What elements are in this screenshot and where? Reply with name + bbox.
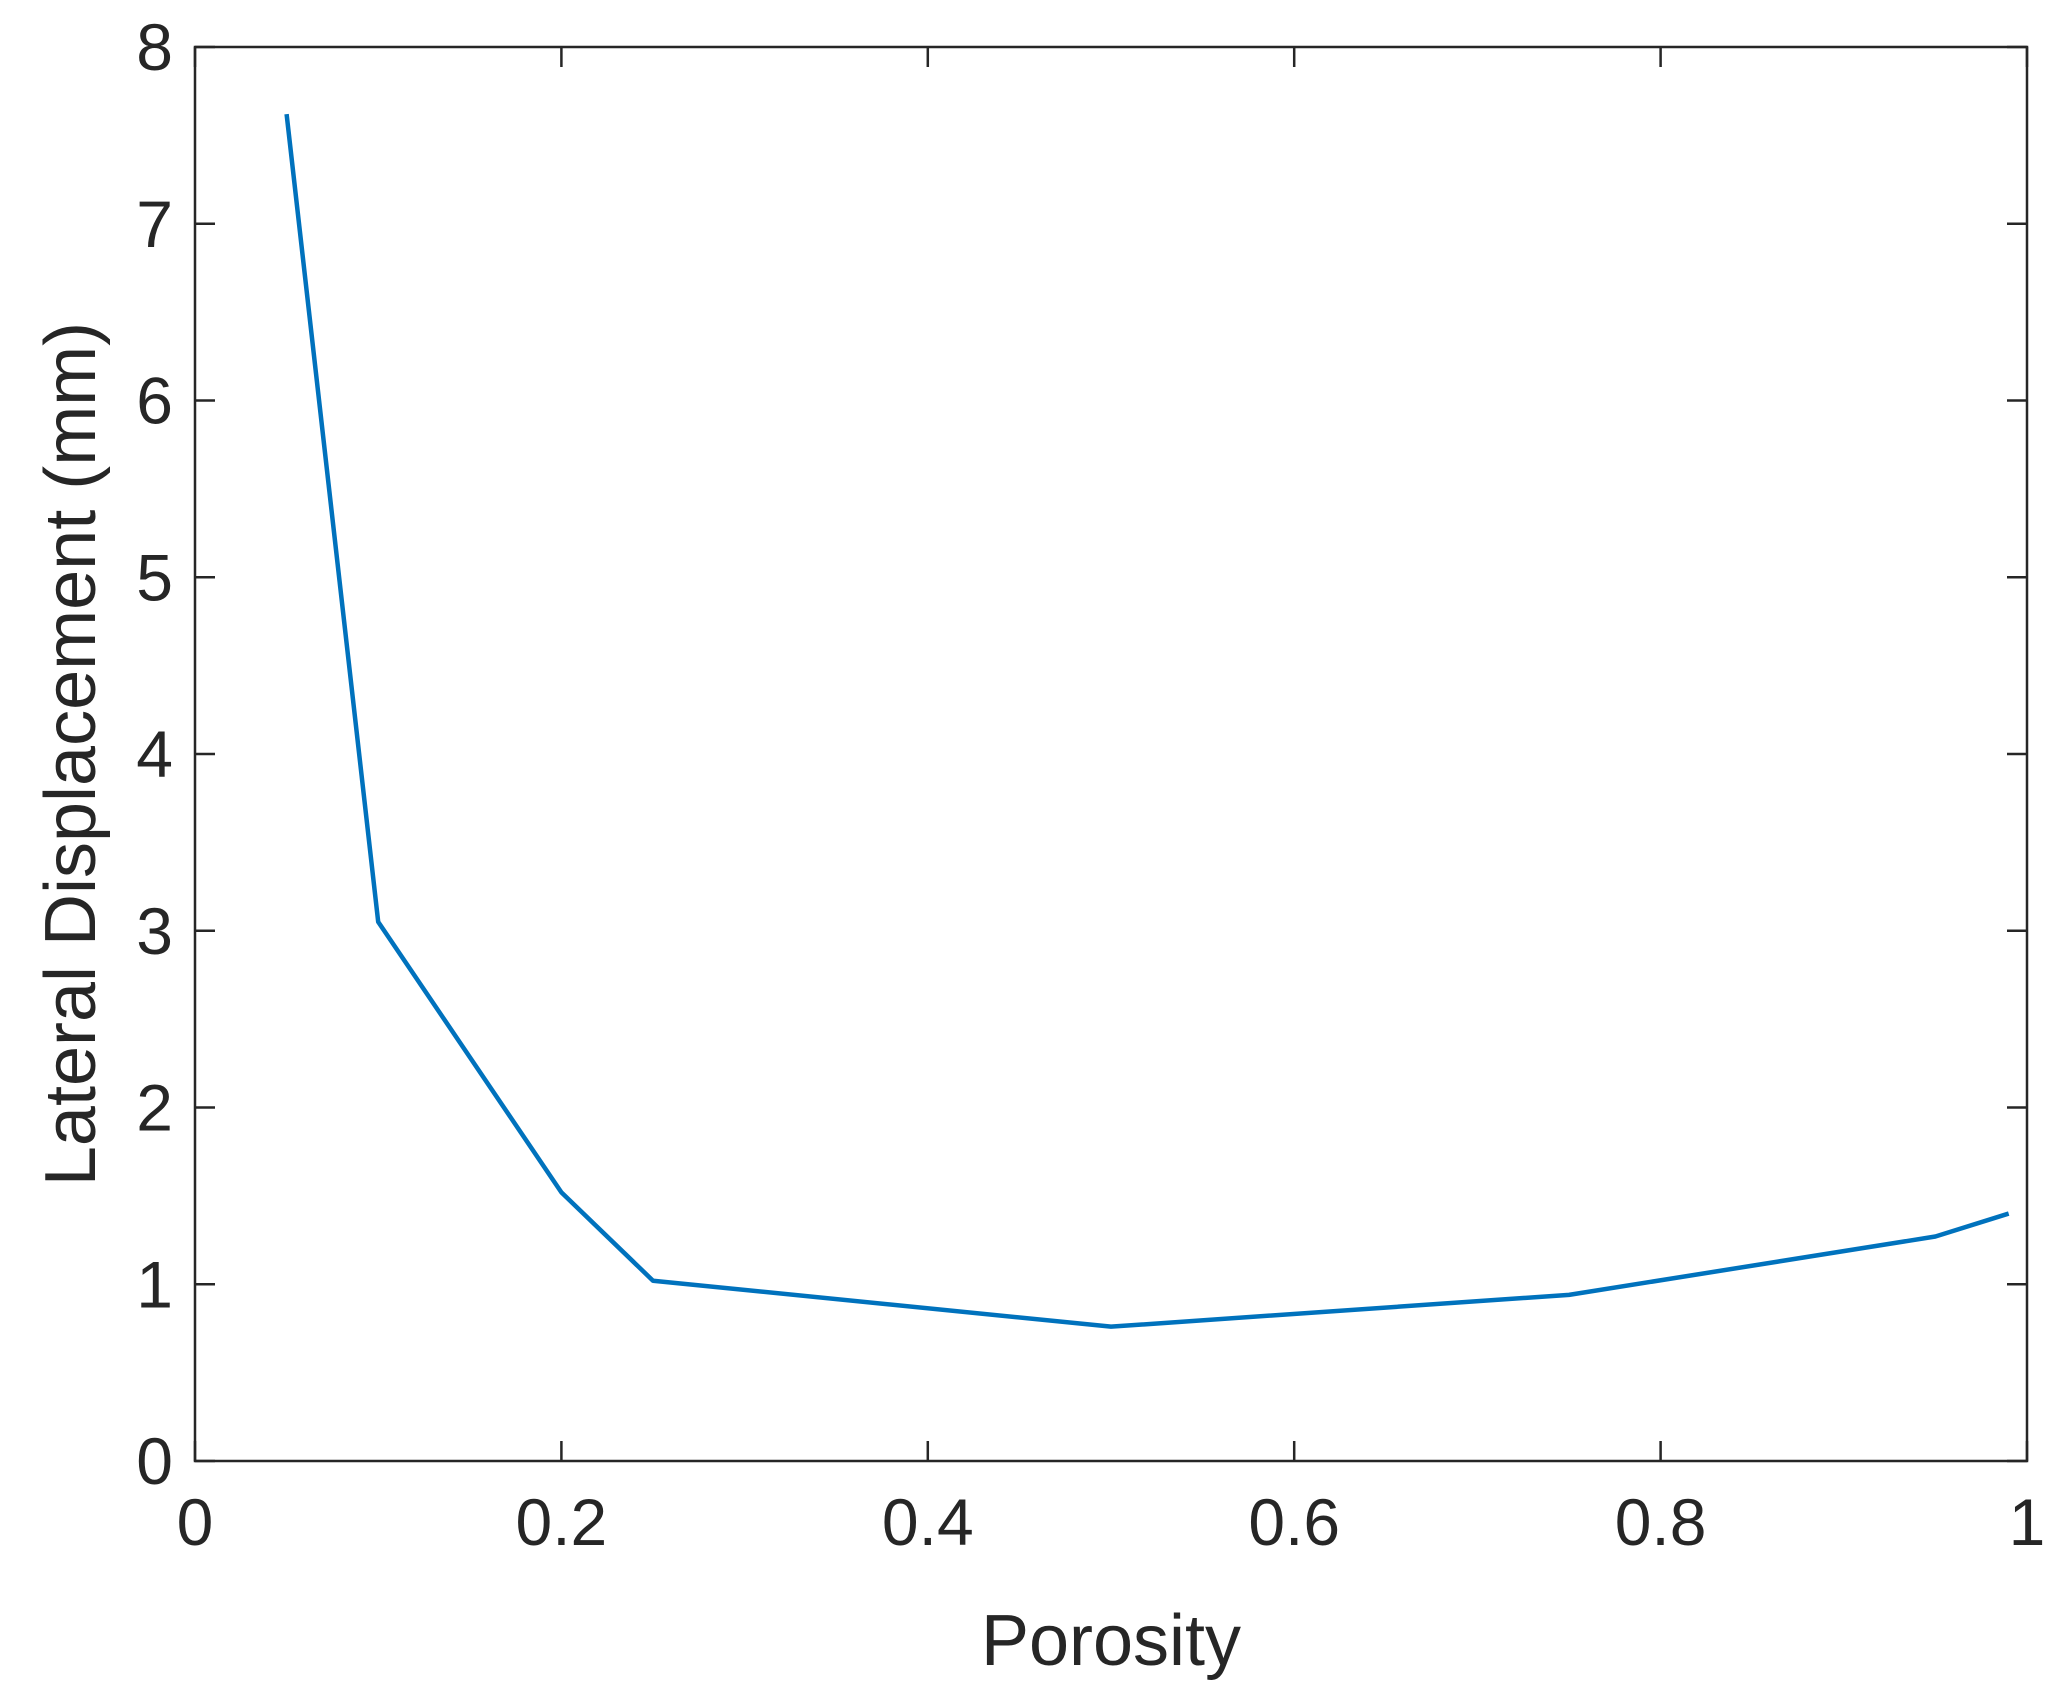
y-tick-label: 0	[136, 1424, 173, 1498]
y-tick-label: 6	[136, 364, 173, 438]
y-tick-label: 2	[136, 1071, 173, 1145]
y-axis-label: Lateral Displacement (mm)	[31, 322, 111, 1186]
y-tick-label: 4	[136, 717, 173, 791]
x-tick-label: 0.6	[1248, 1485, 1340, 1559]
x-tick-label: 0	[177, 1485, 214, 1559]
x-tick-label: 0.8	[1615, 1485, 1707, 1559]
x-tick-label: 1	[2009, 1485, 2046, 1559]
y-tick-label: 7	[136, 187, 173, 261]
x-tick-label: 0.4	[882, 1485, 974, 1559]
x-axis-label: Porosity	[981, 1601, 1241, 1681]
y-tick-label: 5	[136, 540, 173, 614]
y-tick-label: 3	[136, 894, 173, 968]
x-tick-label: 0.2	[516, 1485, 608, 1559]
y-tick-label: 8	[136, 10, 173, 84]
data-line	[284, 113, 2010, 1329]
y-tick-label: 1	[136, 1247, 173, 1321]
